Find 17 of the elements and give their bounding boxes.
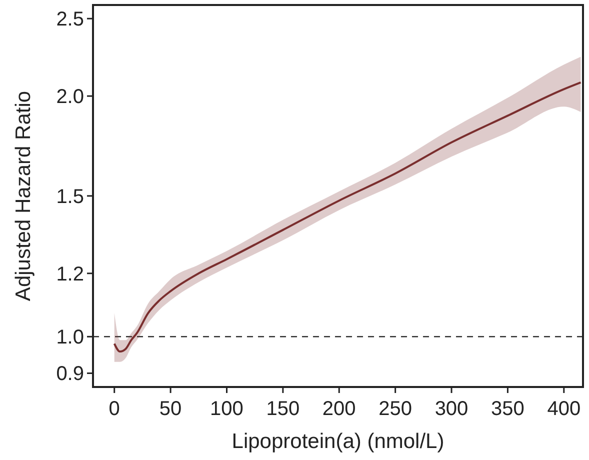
x-tick-label: 200 [322,398,356,420]
y-axis-title: Adjusted Hazard Ratio [12,90,35,302]
x-tick-label: 0 [108,398,120,420]
x-tick-label: 300 [434,398,468,420]
x-tick-label: 100 [210,398,244,420]
x-tick-label: 350 [491,398,524,420]
y-tick-label: 1.0 [56,326,84,349]
y-tick-label: 2.5 [56,8,84,31]
x-tick-label: 50 [159,398,182,420]
x-tick-label: 150 [266,398,300,420]
y-tick-label: 2.0 [56,86,84,108]
y-tick-label: 1.2 [56,263,84,286]
y-tick-label: 1.5 [56,186,84,208]
x-axis-title: Lipoprotein(a) (nmol/L) [232,430,444,453]
x-tick-label: 250 [378,398,412,420]
y-tick-label: 0.9 [56,363,84,386]
x-tick-label: 400 [547,398,581,420]
